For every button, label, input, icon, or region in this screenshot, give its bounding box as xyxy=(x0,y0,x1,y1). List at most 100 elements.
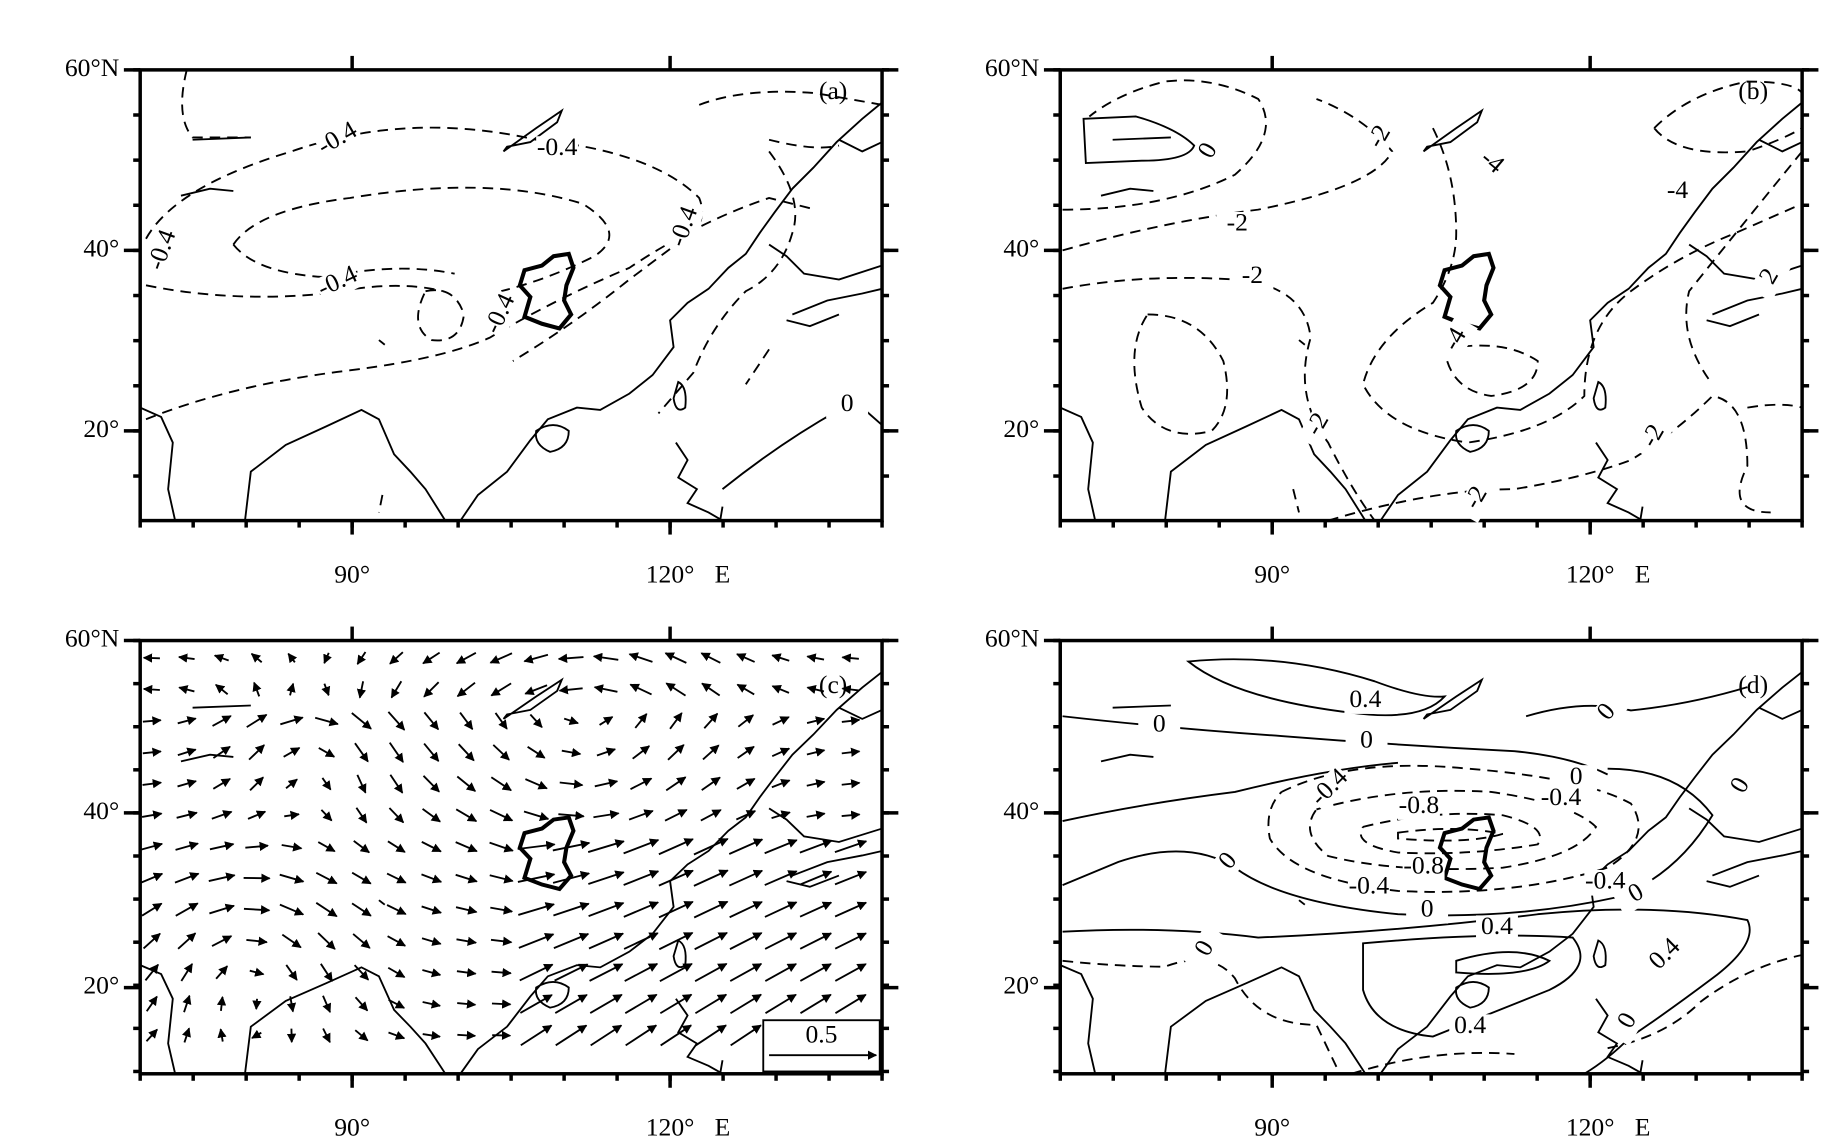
wind-vector xyxy=(455,873,478,884)
wind-vector xyxy=(489,652,513,664)
wind-vector xyxy=(182,994,192,1013)
wind-vector xyxy=(658,900,694,919)
contour-label: 0 xyxy=(1421,894,1434,923)
contour-label: 0.4 xyxy=(1642,931,1685,974)
wind-vector xyxy=(553,932,590,949)
panel-frame xyxy=(1058,68,1804,523)
wind-vector xyxy=(519,994,553,1014)
wind-vector xyxy=(387,711,406,731)
wind-vector xyxy=(834,839,868,854)
wind-vector xyxy=(456,681,476,697)
lon-unit: E xyxy=(1635,1113,1651,1142)
contour-label: -2 xyxy=(1242,260,1263,289)
wind-vector xyxy=(388,1031,406,1040)
wind-vector xyxy=(177,716,197,726)
wind-vectors xyxy=(141,651,868,1047)
wind-vector xyxy=(558,810,585,821)
panel-label: (c) xyxy=(819,670,847,699)
wind-vector xyxy=(279,873,305,884)
lat-label: 40° xyxy=(83,233,119,262)
wind-vector xyxy=(623,870,660,886)
wind-vector xyxy=(141,810,163,820)
wind-vector xyxy=(523,653,549,664)
wind-vector xyxy=(632,745,651,760)
label-mask xyxy=(1205,837,1253,887)
contour-label: 0 xyxy=(1153,708,1166,737)
wind-vector xyxy=(279,903,305,916)
wind-vector xyxy=(286,996,297,1013)
wind-vector xyxy=(664,652,687,664)
wind-vector xyxy=(490,936,513,946)
label-mask xyxy=(666,203,705,252)
label-mask xyxy=(1641,931,1690,979)
wind-vector xyxy=(695,1024,727,1047)
wind-vector xyxy=(352,933,371,949)
wind-vector xyxy=(208,872,236,882)
label-mask xyxy=(313,262,363,304)
wind-vector xyxy=(694,931,728,951)
wind-vector xyxy=(388,742,404,763)
wind-vector xyxy=(142,747,162,757)
lat-label: 60°N xyxy=(985,53,1039,82)
contour-label: 0.4 xyxy=(1481,911,1513,940)
wind-vector xyxy=(667,744,685,761)
wind-vector xyxy=(145,995,158,1012)
wind-vector xyxy=(771,747,791,758)
wind-vector xyxy=(593,809,620,820)
wind-vector xyxy=(489,874,514,884)
wind-vector xyxy=(422,968,442,978)
wind-vector xyxy=(423,681,440,698)
wind-vector xyxy=(386,872,407,884)
wind-vector xyxy=(215,965,228,980)
reference-box xyxy=(762,1019,881,1073)
wind-vector xyxy=(355,807,368,824)
wind-vector xyxy=(455,905,478,915)
lat-label: 40° xyxy=(83,796,119,825)
wind-vector xyxy=(737,714,754,728)
label-mask xyxy=(480,290,522,339)
wind-vector xyxy=(559,779,584,789)
contour-label: -0.8 xyxy=(1403,851,1444,880)
lon-unit: E xyxy=(1635,559,1651,588)
wind-vector xyxy=(455,808,478,823)
wind-vector xyxy=(517,840,556,851)
wind-vector xyxy=(356,681,367,699)
label-mask xyxy=(536,136,579,162)
wind-vector xyxy=(799,901,833,918)
coastline xyxy=(140,672,882,1074)
wind-vector xyxy=(175,902,199,917)
wind-vector xyxy=(700,652,721,664)
wind-vector xyxy=(518,932,555,949)
wind-vector xyxy=(841,779,861,789)
wind-vector xyxy=(841,747,861,757)
wind-vector xyxy=(489,841,514,853)
contour-label: -0.8 xyxy=(1399,790,1440,819)
wind-vector xyxy=(320,809,333,822)
label-mask xyxy=(1216,211,1259,238)
wind-vector xyxy=(771,810,791,820)
wind-vector xyxy=(729,993,762,1015)
wind-vector xyxy=(177,778,197,788)
wind-vector xyxy=(320,963,333,982)
wind-vector xyxy=(624,993,658,1015)
wind-vector xyxy=(423,711,440,731)
lat-label: 20° xyxy=(1003,970,1039,999)
reference-label: 0.5 xyxy=(805,1019,837,1048)
wind-vector xyxy=(736,653,756,663)
wind-vector xyxy=(552,871,591,884)
wind-vector xyxy=(247,810,267,820)
wind-vector xyxy=(764,870,798,886)
wind-vector xyxy=(799,839,833,854)
wind-vector xyxy=(285,778,298,789)
label-mask xyxy=(1607,996,1651,1046)
panel-label: (a) xyxy=(819,76,847,105)
contour-label: -0.4 xyxy=(1585,866,1626,895)
wind-vector xyxy=(422,775,440,793)
lon-label: 90° xyxy=(1254,1113,1290,1142)
wind-vector xyxy=(588,901,625,918)
wind-vector xyxy=(628,809,654,821)
wind-vector xyxy=(834,870,868,886)
wind-vector xyxy=(665,776,687,792)
wind-vector xyxy=(211,935,233,947)
lon-label: 120° xyxy=(646,1113,695,1142)
